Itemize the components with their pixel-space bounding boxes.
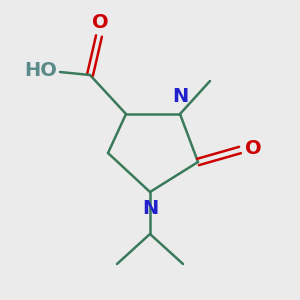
Text: O: O <box>244 139 261 158</box>
Text: HO: HO <box>24 61 57 80</box>
Text: N: N <box>142 200 158 218</box>
Text: N: N <box>172 88 188 106</box>
Text: O: O <box>92 13 109 32</box>
